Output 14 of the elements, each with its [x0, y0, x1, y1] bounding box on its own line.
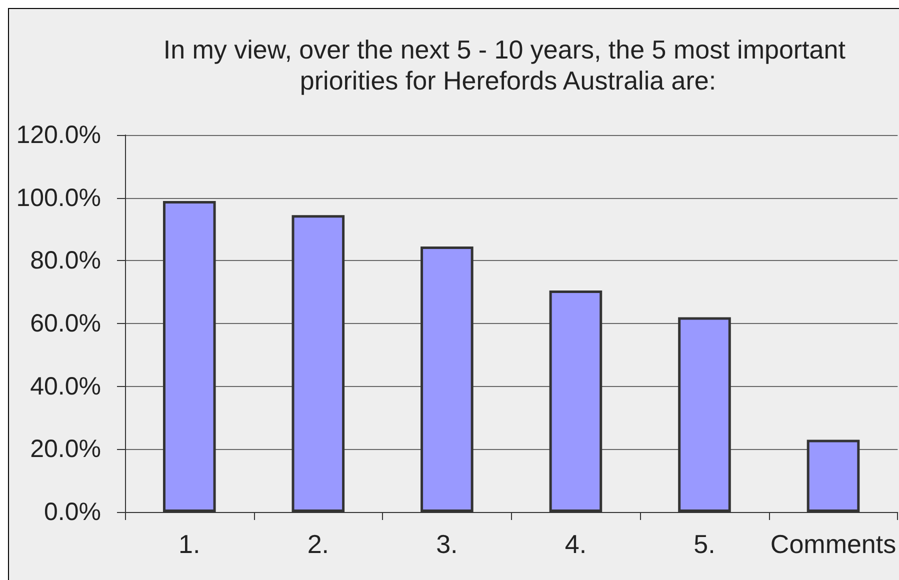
y-tick-label: 0.0%: [44, 498, 101, 526]
y-tick-label: 100.0%: [16, 184, 101, 212]
y-tick-label: 40.0%: [30, 372, 101, 400]
x-tick-label: 2.: [307, 529, 330, 559]
x-tick-label: 4.: [564, 529, 587, 559]
x-tick-label: 3.: [436, 529, 458, 559]
x-tick-label: 1.: [178, 529, 200, 559]
y-tick-label: 80.0%: [30, 246, 101, 275]
chart-title: In my view, over the next 5 - 10 years, the 5 most important priorities for Herefords Australia are:: [163, 34, 853, 96]
x-tick-label: 5.: [694, 529, 716, 559]
y-tick-label: 20.0%: [30, 435, 101, 464]
y-tick-label: 60.0%: [30, 310, 101, 338]
y-tick-label: 120.0%: [16, 121, 101, 149]
x-tick-label: Comments: [770, 529, 896, 559]
